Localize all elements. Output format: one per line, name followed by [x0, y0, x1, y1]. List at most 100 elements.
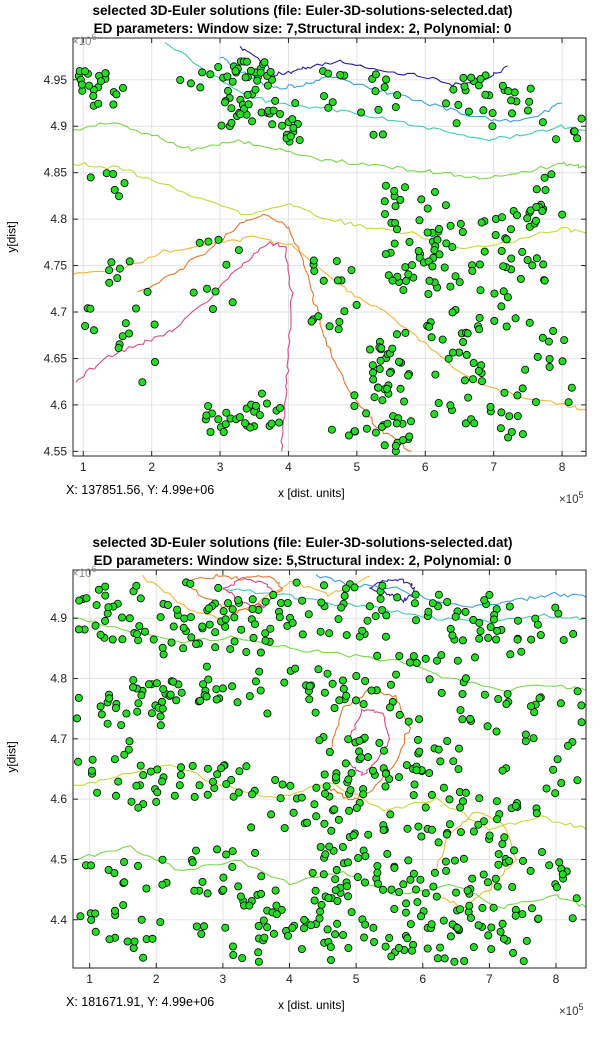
- euler-solution-point: [492, 727, 501, 736]
- euler-solution-point: [459, 73, 468, 82]
- euler-solution-point: [291, 99, 300, 108]
- euler-solution-point: [532, 216, 541, 225]
- euler-solution-point: [278, 780, 287, 789]
- euler-solution-point: [191, 846, 200, 855]
- euler-solution-point: [74, 693, 83, 702]
- euler-solution-point: [500, 833, 509, 842]
- euler-solution-point: [474, 820, 483, 829]
- euler-solution-point: [323, 925, 332, 934]
- scatter-plot-window-size-7[interactable]: 1 2 3 4 5 6 7 8 4.55 4.6 4.65 4.7 4.75 4.8 4.85 4.9 4.95: [0, 0, 605, 530]
- euler-solution-point: [423, 228, 432, 237]
- euler-solution-point: [371, 70, 380, 79]
- euler-solution-point: [93, 788, 102, 797]
- euler-solution-point: [480, 690, 489, 699]
- euler-solution-point: [324, 69, 333, 78]
- euler-solution-point: [148, 934, 157, 943]
- euler-solution-point: [380, 83, 389, 92]
- euler-solution-point: [291, 664, 300, 673]
- euler-solution-point: [222, 408, 231, 417]
- euler-solution-point: [507, 96, 516, 105]
- euler-solution-point: [223, 86, 232, 95]
- euler-solution-point: [204, 402, 213, 411]
- euler-solution-point: [322, 782, 331, 791]
- euler-solution-point: [508, 882, 517, 891]
- euler-solution-point: [390, 904, 399, 913]
- euler-solution-point: [391, 103, 400, 112]
- euler-solution-point: [94, 585, 103, 594]
- euler-solution-point: [309, 256, 318, 265]
- euler-solution-point: [440, 954, 449, 963]
- euler-solution-point: [204, 675, 213, 684]
- y-tick-label: 4.85: [44, 166, 68, 180]
- euler-solution-point: [533, 352, 542, 361]
- euler-solution-point: [112, 791, 121, 800]
- euler-solution-point: [403, 824, 412, 833]
- euler-solution-point: [466, 714, 475, 723]
- y-tick-label: 4.7: [50, 305, 67, 319]
- euler-solution-point: [478, 903, 487, 912]
- euler-solution-point: [446, 624, 455, 633]
- euler-solution-point: [540, 276, 549, 285]
- euler-solution-point: [469, 358, 478, 367]
- euler-solution-point: [354, 853, 363, 862]
- euler-solution-point: [494, 860, 503, 869]
- euler-solution-point: [500, 388, 509, 397]
- euler-solution-point: [140, 627, 149, 636]
- x-axis-exponent: ×105: [559, 490, 584, 506]
- euler-solution-point: [76, 912, 85, 921]
- scatter-plot-window-size-5[interactable]: 1 2 3 4 5 6 7 8 4.4 4.5 4.6 4.7 4.8 4.9: [0, 532, 605, 1041]
- euler-solution-point: [434, 590, 443, 599]
- y-tick-label: 4.65: [44, 351, 68, 365]
- euler-solution-point: [310, 800, 319, 809]
- euler-solution-point: [195, 238, 204, 247]
- euler-solution-point: [526, 206, 535, 215]
- euler-solution-point: [475, 794, 484, 803]
- grid-lines: [73, 38, 586, 456]
- euler-solution-point: [176, 763, 185, 772]
- euler-solution-point: [476, 286, 485, 295]
- euler-solution-point: [516, 274, 525, 283]
- euler-solution-point: [177, 688, 186, 697]
- euler-solution-point: [536, 631, 545, 640]
- euler-solution-point: [480, 596, 489, 605]
- euler-solution-point: [334, 615, 343, 624]
- y-tick-label: 4.9: [50, 119, 67, 133]
- x-axis-label: x [dist. units]: [278, 998, 345, 1012]
- euler-solution-point: [483, 722, 492, 731]
- euler-solution-point: [341, 584, 350, 593]
- euler-solution-point: [134, 803, 143, 812]
- euler-solution-point: [262, 399, 271, 408]
- euler-solution-point: [229, 792, 238, 801]
- euler-solution-point: [489, 903, 498, 912]
- euler-solution-point: [488, 109, 497, 118]
- euler-solution-point: [91, 909, 100, 918]
- euler-solution-point: [125, 737, 134, 746]
- euler-solution-point: [570, 127, 579, 136]
- euler-solution-point: [442, 830, 451, 839]
- euler-solution-point: [522, 936, 531, 945]
- euler-solution-point: [464, 107, 473, 116]
- euler-solution-point: [511, 911, 520, 920]
- euler-solution-point: [456, 219, 465, 228]
- euler-solution-point: [256, 68, 265, 77]
- euler-solution-point: [481, 90, 490, 99]
- euler-solution-point: [158, 704, 167, 713]
- chart-subtitle: ED parameters: Window size: 5,Structural…: [93, 553, 512, 568]
- euler-solution-point: [383, 419, 392, 428]
- euler-solution-point: [86, 304, 95, 313]
- euler-solution-point: [226, 645, 235, 654]
- euler-solution-point: [152, 797, 161, 806]
- euler-solution-point: [275, 110, 284, 119]
- euler-solution-point: [320, 770, 329, 779]
- euler-solution-point: [222, 850, 231, 859]
- euler-solution-point: [245, 692, 254, 701]
- euler-solution-point: [230, 613, 239, 622]
- euler-solution-point: [278, 121, 287, 130]
- euler-solution-point: [381, 181, 390, 190]
- euler-solution-point: [454, 744, 463, 753]
- euler-solution-point: [468, 375, 477, 384]
- euler-solution-point: [211, 643, 220, 652]
- euler-solution-point: [275, 613, 284, 622]
- euler-solution-point: [430, 410, 439, 419]
- euler-solution-point: [88, 755, 97, 764]
